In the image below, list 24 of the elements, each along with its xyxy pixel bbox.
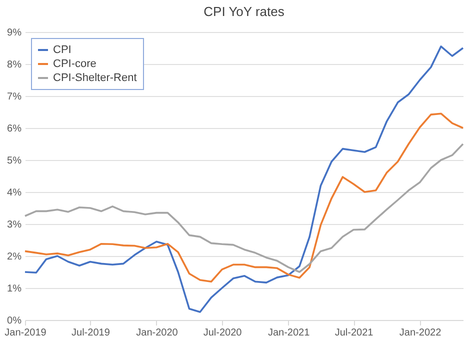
line-series: [24, 46, 464, 313]
y-tick-label: 6%: [7, 124, 22, 134]
legend-label: CPI-core: [53, 58, 96, 70]
y-tick-label: 3%: [7, 220, 22, 230]
legend-label: CPI-Shelter-Rent: [53, 72, 137, 84]
x-tick-label: Jul-2019: [72, 328, 110, 338]
line-series: [24, 112, 464, 282]
x-tick-label: Jan-2022: [399, 328, 442, 338]
line-series: [24, 143, 464, 273]
x-tick-label: Jul-2021: [334, 328, 374, 338]
y-tick-label: 2%: [7, 252, 22, 262]
x-tick-label: Jan-2020: [136, 328, 178, 338]
y-tick-label: 9%: [7, 28, 22, 38]
legend-label: CPI: [53, 44, 72, 56]
y-tick-label: 1%: [7, 284, 22, 294]
x-tick-label: Jul-2020: [203, 328, 242, 338]
y-tick-label: 5%: [7, 156, 22, 166]
x-tick-label: Jan-2019: [4, 328, 47, 338]
x-tick-label: Jan-2021: [268, 328, 310, 338]
chart-title: CPI YoY rates: [204, 4, 285, 19]
y-tick-label: 7%: [7, 92, 22, 102]
y-tick-label: 8%: [7, 60, 22, 70]
y-tick-label: 0%: [7, 316, 22, 326]
y-tick-label: 4%: [7, 188, 22, 198]
